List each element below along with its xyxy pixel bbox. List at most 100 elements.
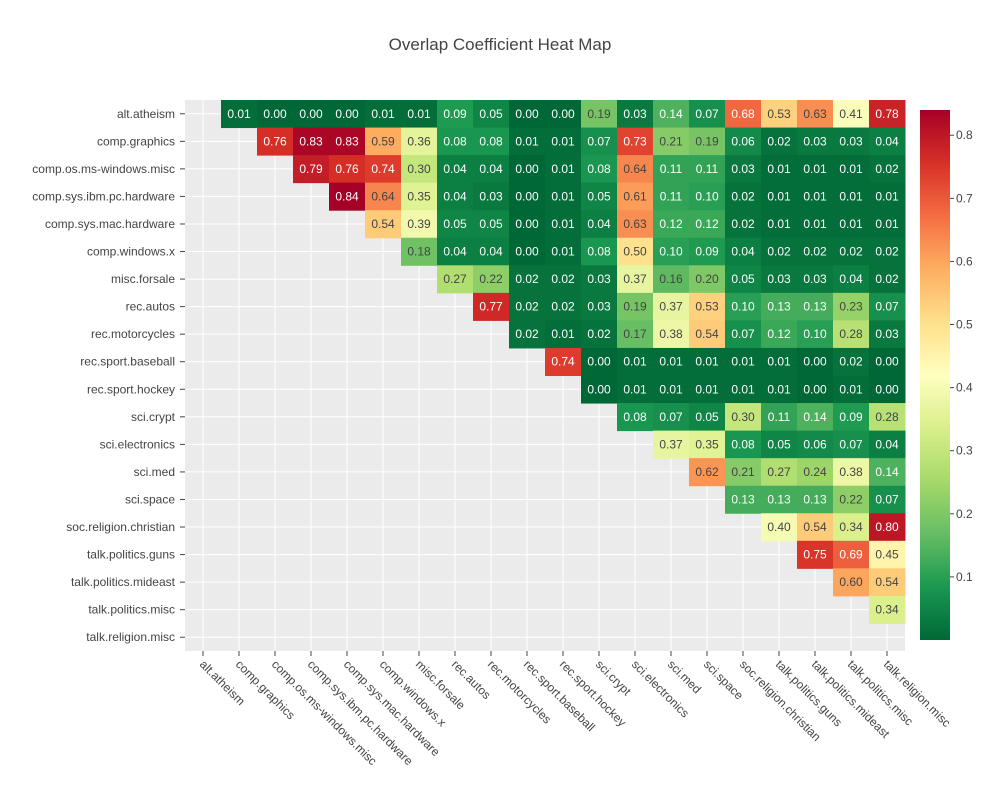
cell-value-label: 0.54: [803, 520, 827, 534]
heatmap-cell: [617, 265, 654, 294]
cell-value-label: 0.02: [731, 189, 755, 203]
cell-value-label: 0.00: [335, 107, 359, 121]
cell-value-label: 0.01: [767, 217, 791, 231]
colorbar-tick-label: 0.4: [956, 381, 973, 395]
heatmap-cell: [797, 210, 834, 239]
heatmap-cell: [653, 292, 690, 321]
cell-value-label: 0.80: [875, 520, 899, 534]
heatmap-cell: [509, 320, 546, 349]
cell-value-label: 0.01: [767, 382, 791, 396]
cell-value-label: 0.05: [731, 272, 755, 286]
heatmap-cell: [725, 430, 762, 459]
cell-value-label: 0.18: [407, 245, 431, 259]
heatmap-cell: [545, 182, 582, 211]
cell-value-label: 0.45: [875, 548, 899, 562]
heatmap-cell: [581, 100, 618, 129]
cell-value-label: 0.00: [587, 382, 611, 396]
heatmap-cell: [509, 155, 546, 184]
heatmap-cell: [761, 265, 798, 294]
heatmap-cell: [545, 347, 582, 376]
heatmap-cell: [473, 127, 510, 156]
heatmap-cell: [833, 320, 870, 349]
heatmap-cell: [581, 237, 618, 266]
heatmap-cell: [365, 100, 402, 129]
heatmap-cell: [725, 265, 762, 294]
heatmap-cell: [653, 182, 690, 211]
heatmap-cell: [581, 292, 618, 321]
cell-value-label: 0.07: [875, 300, 899, 314]
heatmap-cell: [689, 100, 726, 129]
heatmap-cell: [797, 265, 834, 294]
cell-value-label: 0.12: [659, 217, 683, 231]
chart-title: Overlap Coefficient Heat Map: [389, 35, 612, 54]
cell-value-label: 0.83: [299, 134, 323, 148]
cell-value-label: 0.35: [407, 189, 431, 203]
y-tick-label: rec.sport.baseball: [80, 355, 175, 369]
heatmap-cell: [581, 155, 618, 184]
cell-value-label: 0.60: [839, 575, 863, 589]
cell-value-label: 0.03: [803, 134, 827, 148]
heatmap-cell: [833, 100, 870, 129]
cell-value-label: 0.02: [839, 355, 863, 369]
heatmap-cell: [869, 320, 906, 349]
heatmap-cell: [293, 155, 330, 184]
cell-value-label: 0.01: [227, 107, 251, 121]
cell-value-label: 0.34: [839, 520, 863, 534]
heatmap-cell: [437, 265, 474, 294]
heatmap-cell: [617, 100, 654, 129]
cell-value-label: 0.16: [659, 272, 683, 286]
cell-value-label: 0.01: [767, 189, 791, 203]
cell-value-label: 0.10: [695, 189, 719, 203]
cell-value-label: 0.14: [659, 107, 683, 121]
cell-value-label: 0.38: [659, 327, 683, 341]
cell-value-label: 0.03: [479, 189, 503, 203]
heatmap-cell: [833, 210, 870, 239]
heatmap-cell: [797, 403, 834, 432]
cell-value-label: 0.00: [875, 382, 899, 396]
cell-value-label: 0.07: [695, 107, 719, 121]
cell-value-label: 0.76: [335, 162, 359, 176]
heatmap-cell: [797, 347, 834, 376]
heatmap-cell: [653, 155, 690, 184]
cell-value-label: 0.06: [803, 437, 827, 451]
cell-value-label: 0.10: [731, 300, 755, 314]
cell-value-label: 0.30: [731, 410, 755, 424]
heatmap-cell: [833, 540, 870, 569]
cell-value-label: 0.03: [587, 272, 611, 286]
heatmap-cell: [725, 320, 762, 349]
heatmap-cell: [833, 568, 870, 597]
heatmap-cell: [509, 265, 546, 294]
cell-value-label: 0.62: [695, 465, 719, 479]
cell-value-label: 0.37: [659, 437, 683, 451]
cell-value-label: 0.00: [587, 355, 611, 369]
cell-value-label: 0.08: [587, 245, 611, 259]
cell-value-label: 0.04: [443, 189, 467, 203]
heatmap-cell: [869, 430, 906, 459]
heatmap-cell: [869, 595, 906, 624]
heatmap-cell: [797, 320, 834, 349]
cell-value-label: 0.11: [696, 162, 719, 176]
cell-value-label: 0.37: [659, 300, 683, 314]
cell-value-label: 0.01: [659, 382, 683, 396]
heatmap-cell: [509, 292, 546, 321]
heatmap-cell: [689, 210, 726, 239]
heatmap-cell: [761, 127, 798, 156]
cell-value-label: 0.03: [731, 162, 755, 176]
cell-value-label: 0.00: [299, 107, 323, 121]
cell-value-label: 0.01: [839, 162, 863, 176]
heatmap-cell: [581, 210, 618, 239]
heatmap-cell: [581, 265, 618, 294]
heatmap-cell: [761, 485, 798, 514]
heatmap-cell: [725, 237, 762, 266]
heatmap-cell: [545, 100, 582, 129]
heatmap-cell: [761, 210, 798, 239]
cell-value-label: 0.04: [443, 162, 467, 176]
cell-value-label: 0.61: [623, 189, 647, 203]
cell-value-label: 0.05: [587, 189, 611, 203]
heatmap-cell: [761, 155, 798, 184]
cell-value-label: 0.01: [803, 162, 827, 176]
cell-value-label: 0.04: [839, 272, 863, 286]
heatmap-cell: [257, 100, 294, 129]
cell-value-label: 0.01: [803, 189, 827, 203]
heatmap-cell: [869, 210, 906, 239]
